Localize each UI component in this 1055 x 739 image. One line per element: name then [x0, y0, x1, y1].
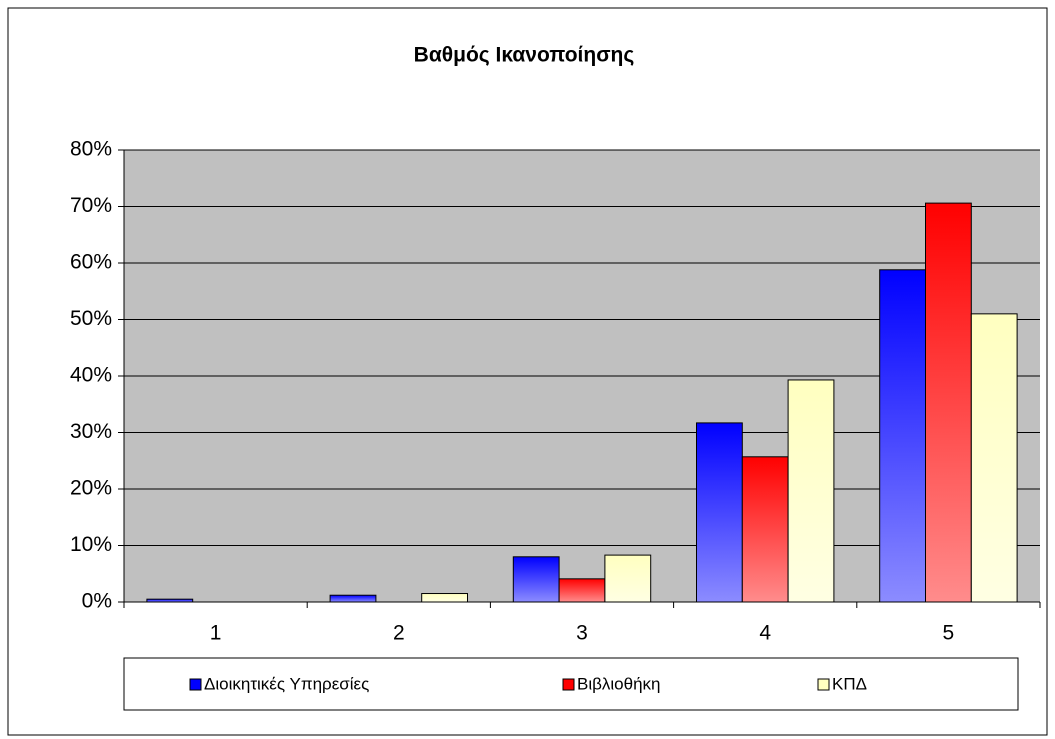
y-tick-label: 70% [70, 194, 112, 217]
bar [696, 422, 743, 603]
y-tick-label: 50% [70, 307, 112, 330]
bar [879, 269, 927, 603]
y-tick-label: 20% [70, 477, 112, 500]
bar [329, 594, 377, 603]
y-tick-label: 40% [70, 364, 112, 387]
bar [421, 593, 469, 603]
x-tick-label: 2 [393, 622, 405, 645]
legend-label: Διοικητικές Υπηρεσίες [204, 674, 369, 693]
bar [558, 578, 606, 603]
chart-title: Βαθμός Ικανοποίησης [414, 44, 635, 67]
legend-swatch [562, 678, 575, 691]
bar [925, 202, 972, 603]
x-tick-label: 4 [759, 622, 771, 645]
legend-label: ΚΠΔ [832, 674, 867, 693]
bar [604, 554, 652, 603]
y-tick-label: 60% [70, 251, 112, 274]
y-tick-label: 0% [82, 590, 112, 613]
y-tick-label: 30% [70, 420, 112, 443]
y-tick-label: 80% [70, 138, 112, 161]
legend-label: Βιβλιοθήκη [577, 674, 661, 693]
legend-swatch [817, 678, 830, 691]
bar [512, 556, 560, 603]
y-tick-label: 10% [70, 533, 112, 556]
bar [970, 313, 1018, 603]
x-tick-label: 5 [943, 622, 955, 645]
x-tick-label: 1 [210, 622, 222, 645]
bar [741, 456, 789, 603]
bar [787, 379, 835, 603]
legend-swatch [189, 678, 202, 691]
x-tick-label: 3 [576, 622, 588, 645]
